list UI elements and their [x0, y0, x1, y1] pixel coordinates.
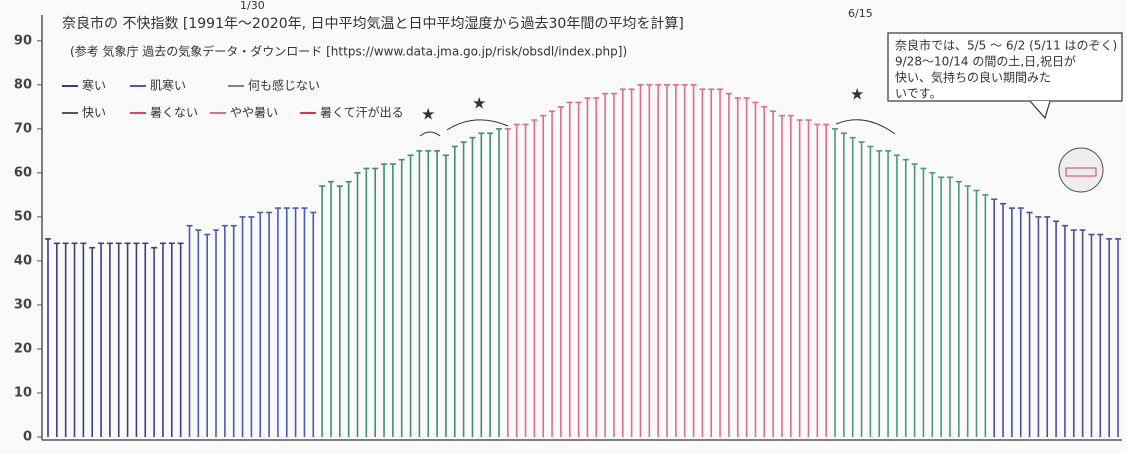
legend-label: 寒い [82, 78, 106, 93]
character [1058, 147, 1104, 193]
y-tick-label: 0 [23, 430, 32, 445]
svg-text:★: ★ [850, 85, 864, 104]
brackets [419, 119, 896, 137]
legend-label: 暑くない [150, 106, 198, 120]
annotation: 1/30 [240, 0, 265, 12]
chart-title: 奈良市の 不快指数 [1991年～2020年, 日中平均気温と日中平均湿度から過… [62, 15, 684, 32]
legend-label: 肌寒い [150, 78, 186, 93]
note-line: 奈良市では、5/5 ～ 6/2 (5/11 はのぞく) [895, 38, 1117, 53]
y-tick-label: 50 [14, 209, 32, 224]
legend-label: 快い [82, 106, 106, 120]
svg-text:★: ★ [421, 105, 435, 124]
note-line: 快い、気持ちの良い期間みた [895, 70, 1051, 85]
note-line: いです。 [895, 87, 941, 101]
y-tick-label: 30 [14, 297, 32, 312]
chart-subtitle: (参考 気象庁 過去の気象データ・ダウンロード [https://www.dat… [70, 44, 627, 59]
y-tick-label: 20 [14, 341, 32, 356]
note-line: 9/28～10/14 の間の土,日,祝日が [895, 54, 1076, 69]
annotation: 6/15 [848, 7, 873, 20]
stars: ★ ★ ★ [421, 85, 864, 124]
y-tick-label: 80 [14, 77, 32, 92]
y-tick-label: 70 [14, 121, 32, 136]
note-box [887, 32, 1123, 102]
y-tick-label: 60 [14, 165, 32, 180]
legend-label: やや暑い [230, 106, 278, 120]
y-tick-label: 40 [14, 253, 32, 268]
legend-label: 暑くて汗が出る [320, 105, 404, 120]
svg-text:★: ★ [472, 94, 486, 113]
note-tail [1029, 100, 1051, 120]
y-tick-label: 10 [14, 385, 32, 400]
legend-label: 何も感じない [248, 78, 320, 93]
y-tick-label: 90 [14, 33, 32, 48]
